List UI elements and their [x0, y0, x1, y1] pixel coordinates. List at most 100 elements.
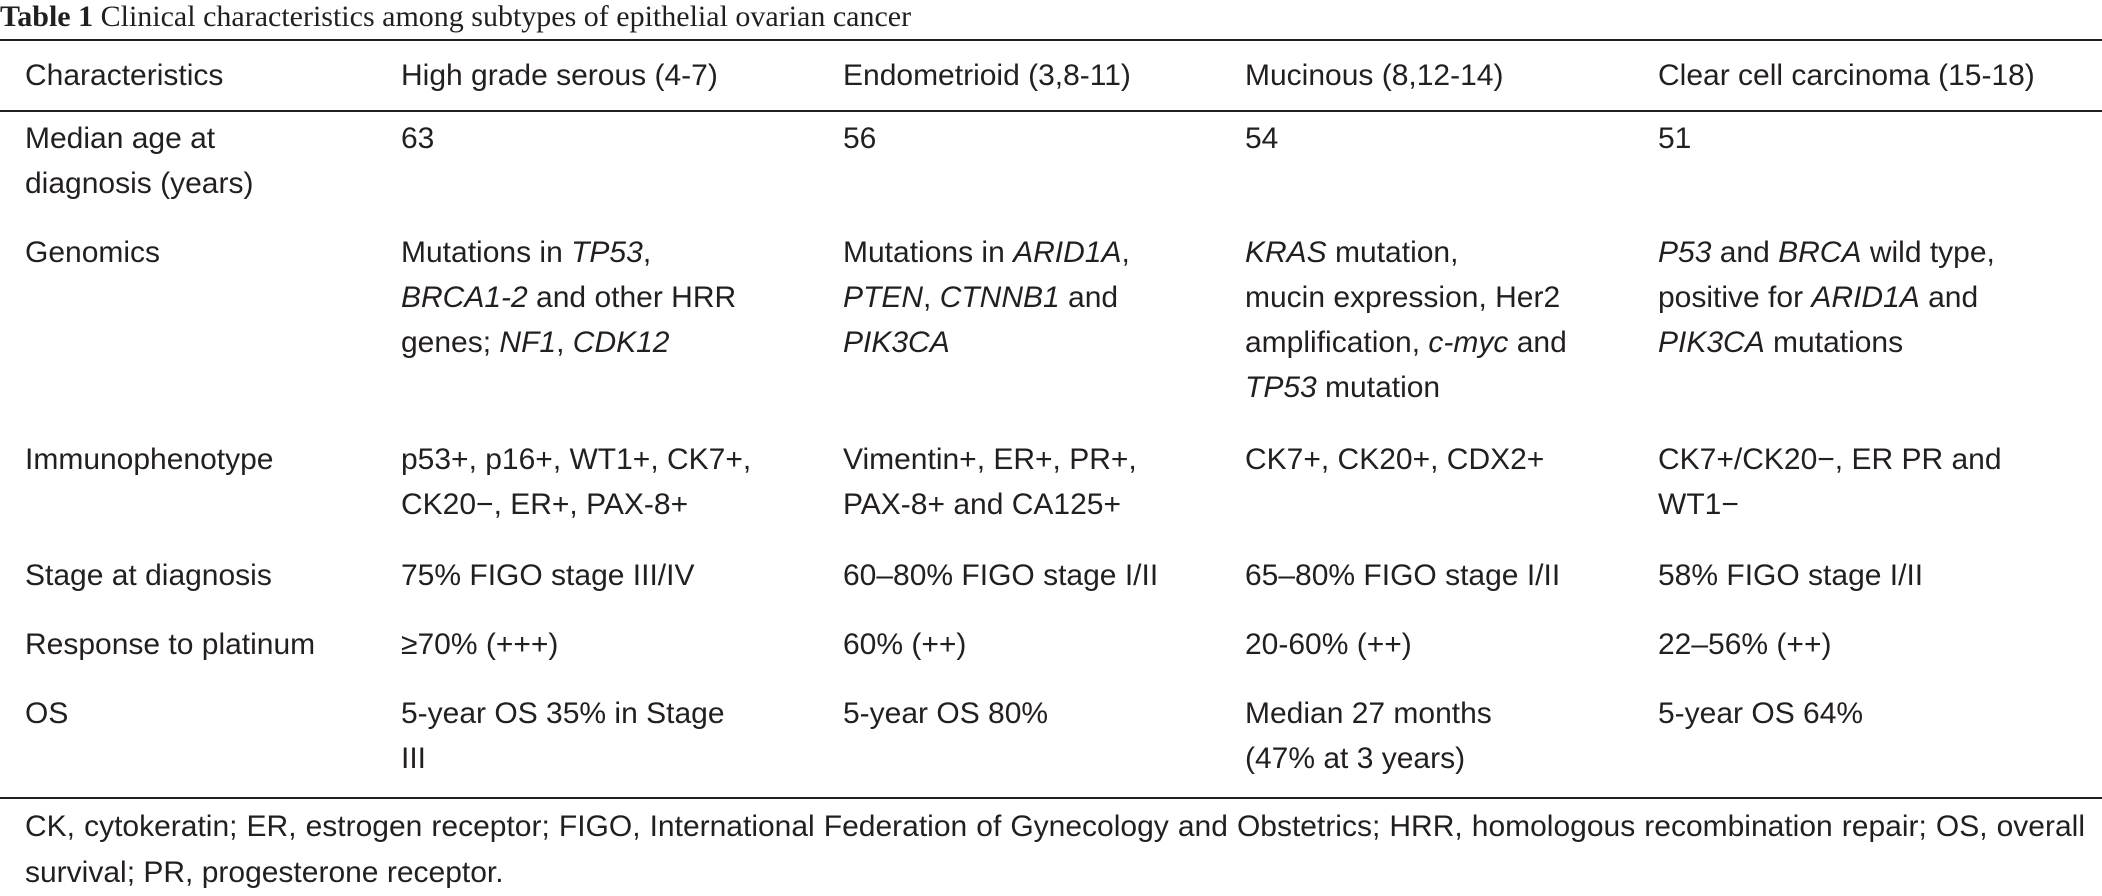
table-cell: Mutations in ARID1A, PTEN, CTNNB1 and PIK3…	[843, 226, 1245, 433]
table-cell: CK7+, CK20+, CDX2+	[1245, 433, 1658, 549]
cell-text: Median age at	[25, 122, 216, 155]
table-cell: KRAS mutation, mucin expression, Her2 ampl…	[1245, 226, 1658, 433]
cell-text: and	[1711, 236, 1779, 269]
column-header: Clear cell carcinoma (15-18)	[1658, 59, 2035, 92]
table-cell: 63	[401, 112, 843, 226]
table-cell: 5-year OS 35% in Stage III	[401, 687, 843, 781]
cell-text: and	[1059, 281, 1119, 314]
cell-text: 60–80% FIGO stage I/II	[843, 559, 1159, 592]
table-caption-label: Table 1	[0, 0, 94, 33]
cell-text: WT1−	[1658, 488, 1739, 521]
cell-text: and other HRR	[527, 281, 737, 314]
cell-text: wild type,	[1861, 236, 1995, 269]
bottom-rule	[0, 797, 2102, 799]
cell-text: and	[1919, 281, 1979, 314]
cell-text: ,	[923, 281, 940, 314]
cell-text: ≥70% (+++)	[401, 628, 559, 661]
cell-text: mucin expression, Her2	[1245, 281, 1561, 314]
cell-text: Mutations in	[843, 236, 1014, 269]
gene-name-text: ARID1A	[1013, 236, 1122, 269]
cell-text: Genomics	[25, 236, 161, 269]
table-cell: ≥70% (+++)	[401, 618, 843, 687]
cell-text: 58% FIGO stage I/II	[1658, 559, 1924, 592]
table-cell: P53 and BRCA wild type, positive for ARID…	[1658, 226, 2102, 433]
table-caption-text: Clinical characteristics among subtypes …	[93, 0, 912, 33]
cell-text: mutations	[1764, 326, 1904, 359]
cell-text: Immunophenotype	[25, 443, 274, 476]
table-row: Genomics Mutations in TP53, BRCA1-2 and ot…	[0, 226, 2102, 433]
cell-text: III	[401, 742, 427, 775]
table-footnote: CK, cytokeratin; ER, estrogen receptor; …	[25, 810, 2085, 889]
cell-text: 56	[843, 122, 877, 155]
row-label-cell: Immunophenotype	[0, 433, 401, 549]
cell-text: 63	[401, 122, 435, 155]
table-row: Immunophenotype p53+, p16+, WT1+, CK7+, CK…	[0, 433, 2102, 549]
gene-name-text: ARID1A	[1811, 281, 1920, 314]
gene-name-text: c-myc	[1428, 326, 1509, 359]
cell-text: p53+, p16+, WT1+, CK7+,	[401, 443, 752, 476]
gene-name-text: NF1	[499, 326, 557, 359]
gene-name-text: KRAS	[1245, 236, 1327, 269]
cell-text: positive for	[1658, 281, 1812, 314]
column-header: High grade serous (4-7)	[401, 59, 718, 92]
table-cell: 75% FIGO stage III/IV	[401, 549, 843, 618]
cell-text: 51	[1658, 122, 1692, 155]
table-cell: 5-year OS 64%	[1658, 687, 2102, 781]
row-label-cell: Median age at diagnosis (years)	[0, 112, 401, 226]
table-cell: 54	[1245, 112, 1658, 226]
table-cell: 5-year OS 80%	[843, 687, 1245, 781]
table-cell: 60–80% FIGO stage I/II	[843, 549, 1245, 618]
table-row: Response to platinum ≥70% (+++) 60% (++) 20…	[0, 618, 2102, 687]
gene-name-text: TP53	[1245, 371, 1317, 404]
gene-name-text: PIK3CA	[1658, 326, 1765, 359]
cell-text: 75% FIGO stage III/IV	[401, 559, 695, 592]
cell-text: (47% at 3 years)	[1245, 742, 1466, 775]
cell-text: CK7+/CK20−, ER PR and	[1658, 443, 2002, 476]
cell-text: 54	[1245, 122, 1279, 155]
table-cell: 60% (++)	[843, 618, 1245, 687]
header-row: Characteristics High grade serous (4-7) …	[0, 39, 2102, 112]
table-cell: 56	[843, 112, 1245, 226]
cell-text: Stage at diagnosis	[25, 559, 272, 592]
header-rule	[0, 110, 2102, 112]
cell-text: mutation	[1316, 371, 1441, 404]
table-cell: 20-60% (++)	[1245, 618, 1658, 687]
table-cell: Vimentin+, ER+, PR+, PAX-8+ and CA125+	[843, 433, 1245, 549]
cell-text: mutation,	[1326, 236, 1459, 269]
cell-text: Vimentin+, ER+, PR+,	[843, 443, 1137, 476]
gene-name-text: PTEN	[843, 281, 924, 314]
cell-text: Mutations in	[401, 236, 572, 269]
cell-text: Median 27 months	[1245, 697, 1492, 730]
cell-text: 20-60% (++)	[1245, 628, 1412, 661]
gene-name-text: CDK12	[572, 326, 670, 359]
column-header: Characteristics	[25, 59, 224, 92]
table-cell: 65–80% FIGO stage I/II	[1245, 549, 1658, 618]
gene-name-text: TP53	[571, 236, 643, 269]
table-cell: 51	[1658, 112, 2102, 226]
cell-text: 60% (++)	[843, 628, 967, 661]
cell-text: 65–80% FIGO stage I/II	[1245, 559, 1561, 592]
cell-text: and	[1508, 326, 1567, 359]
gene-name-text: BRCA1-2	[401, 281, 528, 314]
cell-text: ,	[556, 326, 573, 359]
cell-text: Response to platinum	[25, 628, 316, 661]
cell-text: ,	[1121, 236, 1130, 269]
gene-name-text: PIK3CA	[843, 326, 950, 359]
table-caption: Table 1 Clinical characteristics among s…	[0, 0, 911, 36]
cell-text: amplification,	[1245, 326, 1429, 359]
cell-text: CK20−, ER+, PAX-8+	[401, 488, 689, 521]
table-body: Median age at diagnosis (years) 63 56 54 51 Ge…	[0, 112, 2102, 781]
table-cell: Mutations in TP53, BRCA1-2 and other HRR g…	[401, 226, 843, 433]
cell-text: PAX-8+ and CA125+	[843, 488, 1121, 521]
table-cell: p53+, p16+, WT1+, CK7+, CK20−, ER+, PAX-8…	[401, 433, 843, 549]
gene-name-text: BRCA	[1778, 236, 1862, 269]
cell-text: OS	[25, 697, 69, 730]
table-cell: 22–56% (++)	[1658, 618, 2102, 687]
cell-text: diagnosis (years)	[25, 167, 254, 200]
table-cell: CK7+/CK20−, ER PR and WT1−	[1658, 433, 2102, 549]
cell-text: CK7+, CK20+, CDX2+	[1245, 443, 1545, 476]
clinical-characteristics-table: Characteristics High grade serous (4-7) …	[0, 39, 2102, 781]
table-row: Median age at diagnosis (years) 63 56 54 51	[0, 112, 2102, 226]
top-rule	[0, 39, 2102, 41]
table-row: OS 5-year OS 35% in Stage III 5-year OS 80%…	[0, 687, 2102, 781]
